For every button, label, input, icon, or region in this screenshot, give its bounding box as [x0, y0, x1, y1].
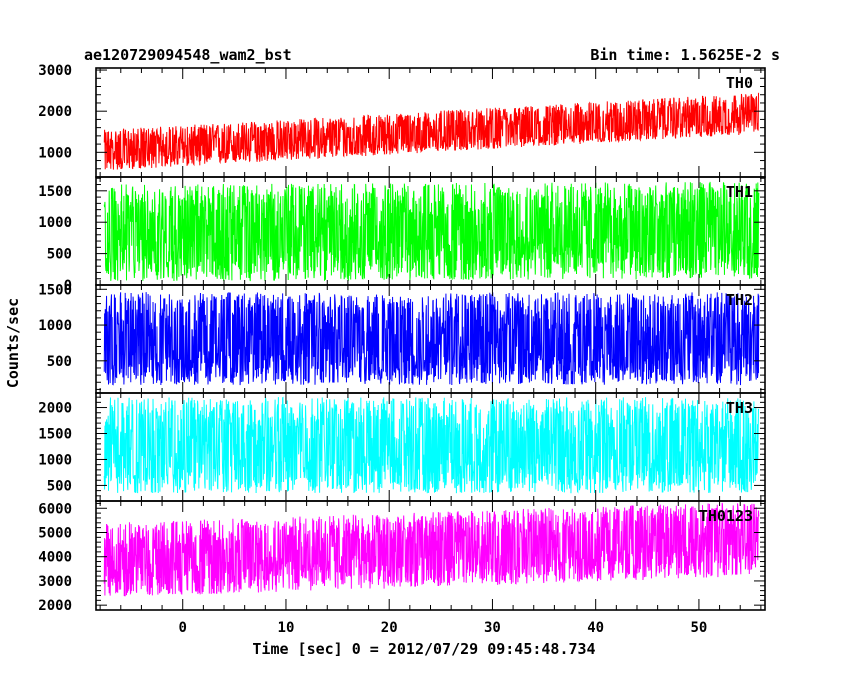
y-tick-label: 2000: [38, 104, 72, 120]
panel-label-th0123: TH0123: [699, 507, 753, 525]
y-tick-label: 1000: [38, 145, 72, 161]
y-tick-label: 1000: [38, 215, 72, 231]
y-tick-label: 3000: [38, 574, 72, 590]
y-tick-label: 0: [64, 278, 72, 294]
series-th2: [103, 292, 760, 386]
y-tick-label: 500: [47, 354, 72, 370]
panel-th1: 0 500 1000 1500 TH1: [38, 176, 766, 294]
y-tick-label: 1500: [38, 282, 72, 298]
y-tick-label: 6000: [38, 501, 72, 517]
panel-th0123: 2000 3000 4000 5000 6000 TH0123: [38, 500, 766, 614]
y-tick-label: 2000: [38, 401, 72, 417]
y-tick-label: 1000: [38, 318, 72, 334]
y-tick-label: 1500: [38, 184, 72, 200]
chart-title: ae120729094548_wam2_bst: [84, 46, 292, 64]
x-axis-label: Time [sec] 0 = 2012/07/29 09:45:48.734: [252, 640, 595, 658]
x-tick-label: 10: [278, 620, 295, 636]
x-tick-label: 20: [381, 620, 398, 636]
series-th0: [103, 92, 760, 170]
panel-label-th0: TH0: [726, 74, 753, 92]
y-tick-label: 3000: [38, 63, 72, 79]
panel-label-th2: TH2: [726, 291, 753, 309]
series-th0123: [103, 502, 760, 597]
y-tick-label: 4000: [38, 550, 72, 566]
y-tick-label: 500: [47, 478, 72, 494]
y-tick-label: 1500: [38, 427, 72, 443]
bin-time-label: Bin time: 1.5625E-2 s: [590, 46, 780, 64]
y-tick-label: 1000: [38, 452, 72, 468]
y-tick-label: 500: [47, 247, 72, 263]
series-th3: [103, 396, 760, 494]
panel-label-th3: TH3: [726, 399, 753, 417]
y-tick-label: 2000: [38, 598, 72, 614]
y-axis-label: Counts/sec: [4, 298, 22, 388]
series-th1: [103, 181, 760, 282]
panel-th0: 1000 2000 3000 TH0: [38, 63, 766, 178]
y-tick-label: 5000: [38, 525, 72, 541]
x-tick-label: 0: [179, 620, 187, 636]
x-tick-label: 30: [484, 620, 501, 636]
panel-label-th1: TH1: [726, 183, 753, 201]
x-tick-label: 50: [690, 620, 707, 636]
x-tick-label: 40: [587, 620, 604, 636]
panel-th3: 500 1000 1500 2000 TH3: [38, 392, 766, 502]
panel-th2: 500 1000 1500 TH2: [38, 282, 766, 394]
